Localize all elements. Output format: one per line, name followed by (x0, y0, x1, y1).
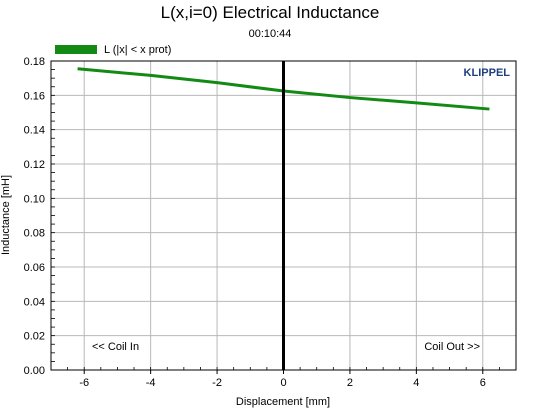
minor-ticks (50, 60, 517, 374)
y-tick-label: 0.16 (24, 90, 45, 102)
y-tick-label: 0.12 (24, 159, 45, 171)
coil-out-label: Coil Out >> (424, 341, 480, 353)
legend-label: L (|x| < x prot) (104, 44, 171, 56)
y-tick-label: 0.14 (24, 125, 45, 137)
y-tick-label: 0.00 (24, 365, 45, 377)
legend-swatch (55, 45, 97, 54)
x-tick-label: 4 (413, 377, 419, 389)
y-tick-labels: 0.00 0.02 0.04 0.06 0.08 0.10 0.12 0.14 0.16 0.18 (24, 56, 45, 377)
x-tick-label: 0 (280, 377, 286, 389)
y-tick-label: 0.18 (24, 56, 45, 68)
x-axis-label: Displacement [mm] (236, 396, 330, 408)
x-tick-labels: -6 -4 -2 0 2 4 6 (79, 377, 486, 389)
y-tick-label: 0.06 (24, 262, 45, 274)
brand-label: KLIPPEL (464, 67, 511, 79)
y-tick-label: 0.02 (24, 331, 45, 343)
y-tick-label: 0.08 (24, 228, 45, 240)
x-tick-label: -6 (79, 377, 89, 389)
legend: L (|x| < x prot) (55, 44, 171, 56)
y-axis-label: Inductance [mH] (0, 175, 12, 255)
chart-title: L(x,i=0) Electrical Inductance (161, 3, 380, 22)
x-tick-label: 6 (480, 377, 486, 389)
x-tick-label: 2 (347, 377, 353, 389)
y-tick-label: 0.10 (24, 193, 45, 205)
x-tick-label: -2 (212, 377, 222, 389)
chart-subtitle: 00:10:44 (249, 28, 292, 40)
coil-in-label: << Coil In (92, 341, 139, 353)
y-tick-label: 0.04 (24, 296, 45, 308)
x-tick-label: -4 (146, 377, 156, 389)
